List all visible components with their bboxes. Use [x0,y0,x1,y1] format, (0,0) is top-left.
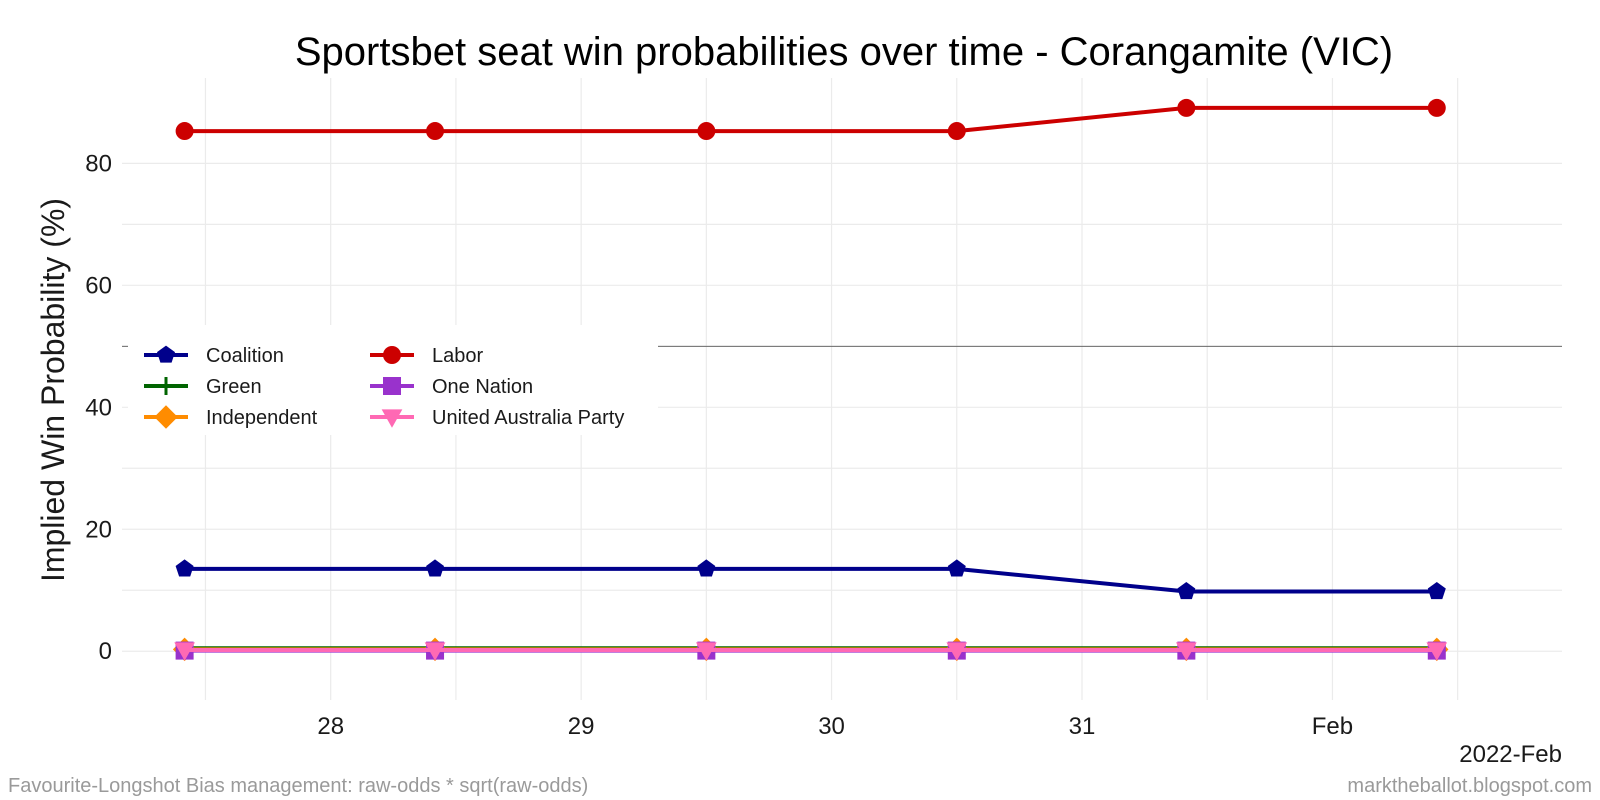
series-line-labor [184,105,1437,134]
legend-item-coalition: Coalition [144,345,284,367]
y-tick-label: 0 [99,638,112,665]
legend-key-marker [157,377,175,395]
caption-left: Favourite-Longshot Bias management: raw-… [8,775,588,797]
y-tick-label: 60 [85,272,112,299]
caption-right: marktheballot.blogspot.com [1347,775,1592,797]
data-point-coalition [175,559,194,577]
x-tick-label: Feb [1312,713,1353,740]
y-tick-label: 80 [85,150,112,177]
legend-item-one-nation: One Nation [370,376,533,398]
legend-item-green: Green [144,376,262,398]
data-point-united-australia-party [946,642,968,661]
series-layer [172,98,1449,662]
legend-key-marker [157,345,175,363]
legend-label: Labor [432,345,483,367]
y-axis-title: Implied Win Probability (%) [35,198,71,582]
data-point-coalition [947,559,966,577]
series-line-coalition [184,566,1437,594]
legend-label: Green [206,376,262,398]
legend-item-independent: Independent [144,405,318,429]
legend: Coalition Green Independent Labor One Nation… [128,325,658,435]
data-point-coalition [697,559,716,577]
legend-key-marker [381,409,403,428]
data-point-united-australia-party [695,642,717,661]
y-tick-label: 20 [85,516,112,543]
data-point-coalition [1427,582,1446,600]
legend-item-labor: Labor [370,345,483,367]
legend-key-marker [383,346,401,364]
series-coalition [175,559,1446,600]
data-point-united-australia-party [424,642,446,661]
data-point-coalition [1177,582,1196,600]
data-point-united-australia-party [1175,642,1197,661]
legend-key-marker [154,405,178,429]
data-point-labor [1177,98,1196,117]
x-tick-label: 28 [317,713,344,740]
series-labor [175,98,1446,141]
legend-label: Coalition [206,345,284,367]
data-point-labor [175,122,194,141]
x-tick-label: 31 [1069,713,1096,740]
x-tick-label: 29 [568,713,595,740]
legend-label: Independent [206,407,318,429]
x-tick-label: 30 [818,713,845,740]
data-point-united-australia-party [174,642,195,661]
legend-label: One Nation [432,376,533,398]
data-point-labor [426,122,445,141]
legend-label: United Australia Party [432,407,624,429]
data-point-united-australia-party [1426,642,1448,661]
legend-item-united-australia-party: United Australia Party [370,407,624,429]
series-united-australia-party [174,642,1448,661]
y-tick-label: 40 [85,394,112,421]
data-point-coalition [426,559,444,577]
data-point-labor [697,122,716,141]
legend-key-marker [383,377,401,395]
axis-labels: 0 20 40 60 80 28 29 30 31 Feb [85,150,1353,740]
data-point-labor [947,122,966,141]
x-axis-period-label: 2022-Feb [1459,741,1562,768]
data-point-labor [1427,98,1446,117]
chart-title: Sportsbet seat win probabilities over ti… [295,30,1393,74]
